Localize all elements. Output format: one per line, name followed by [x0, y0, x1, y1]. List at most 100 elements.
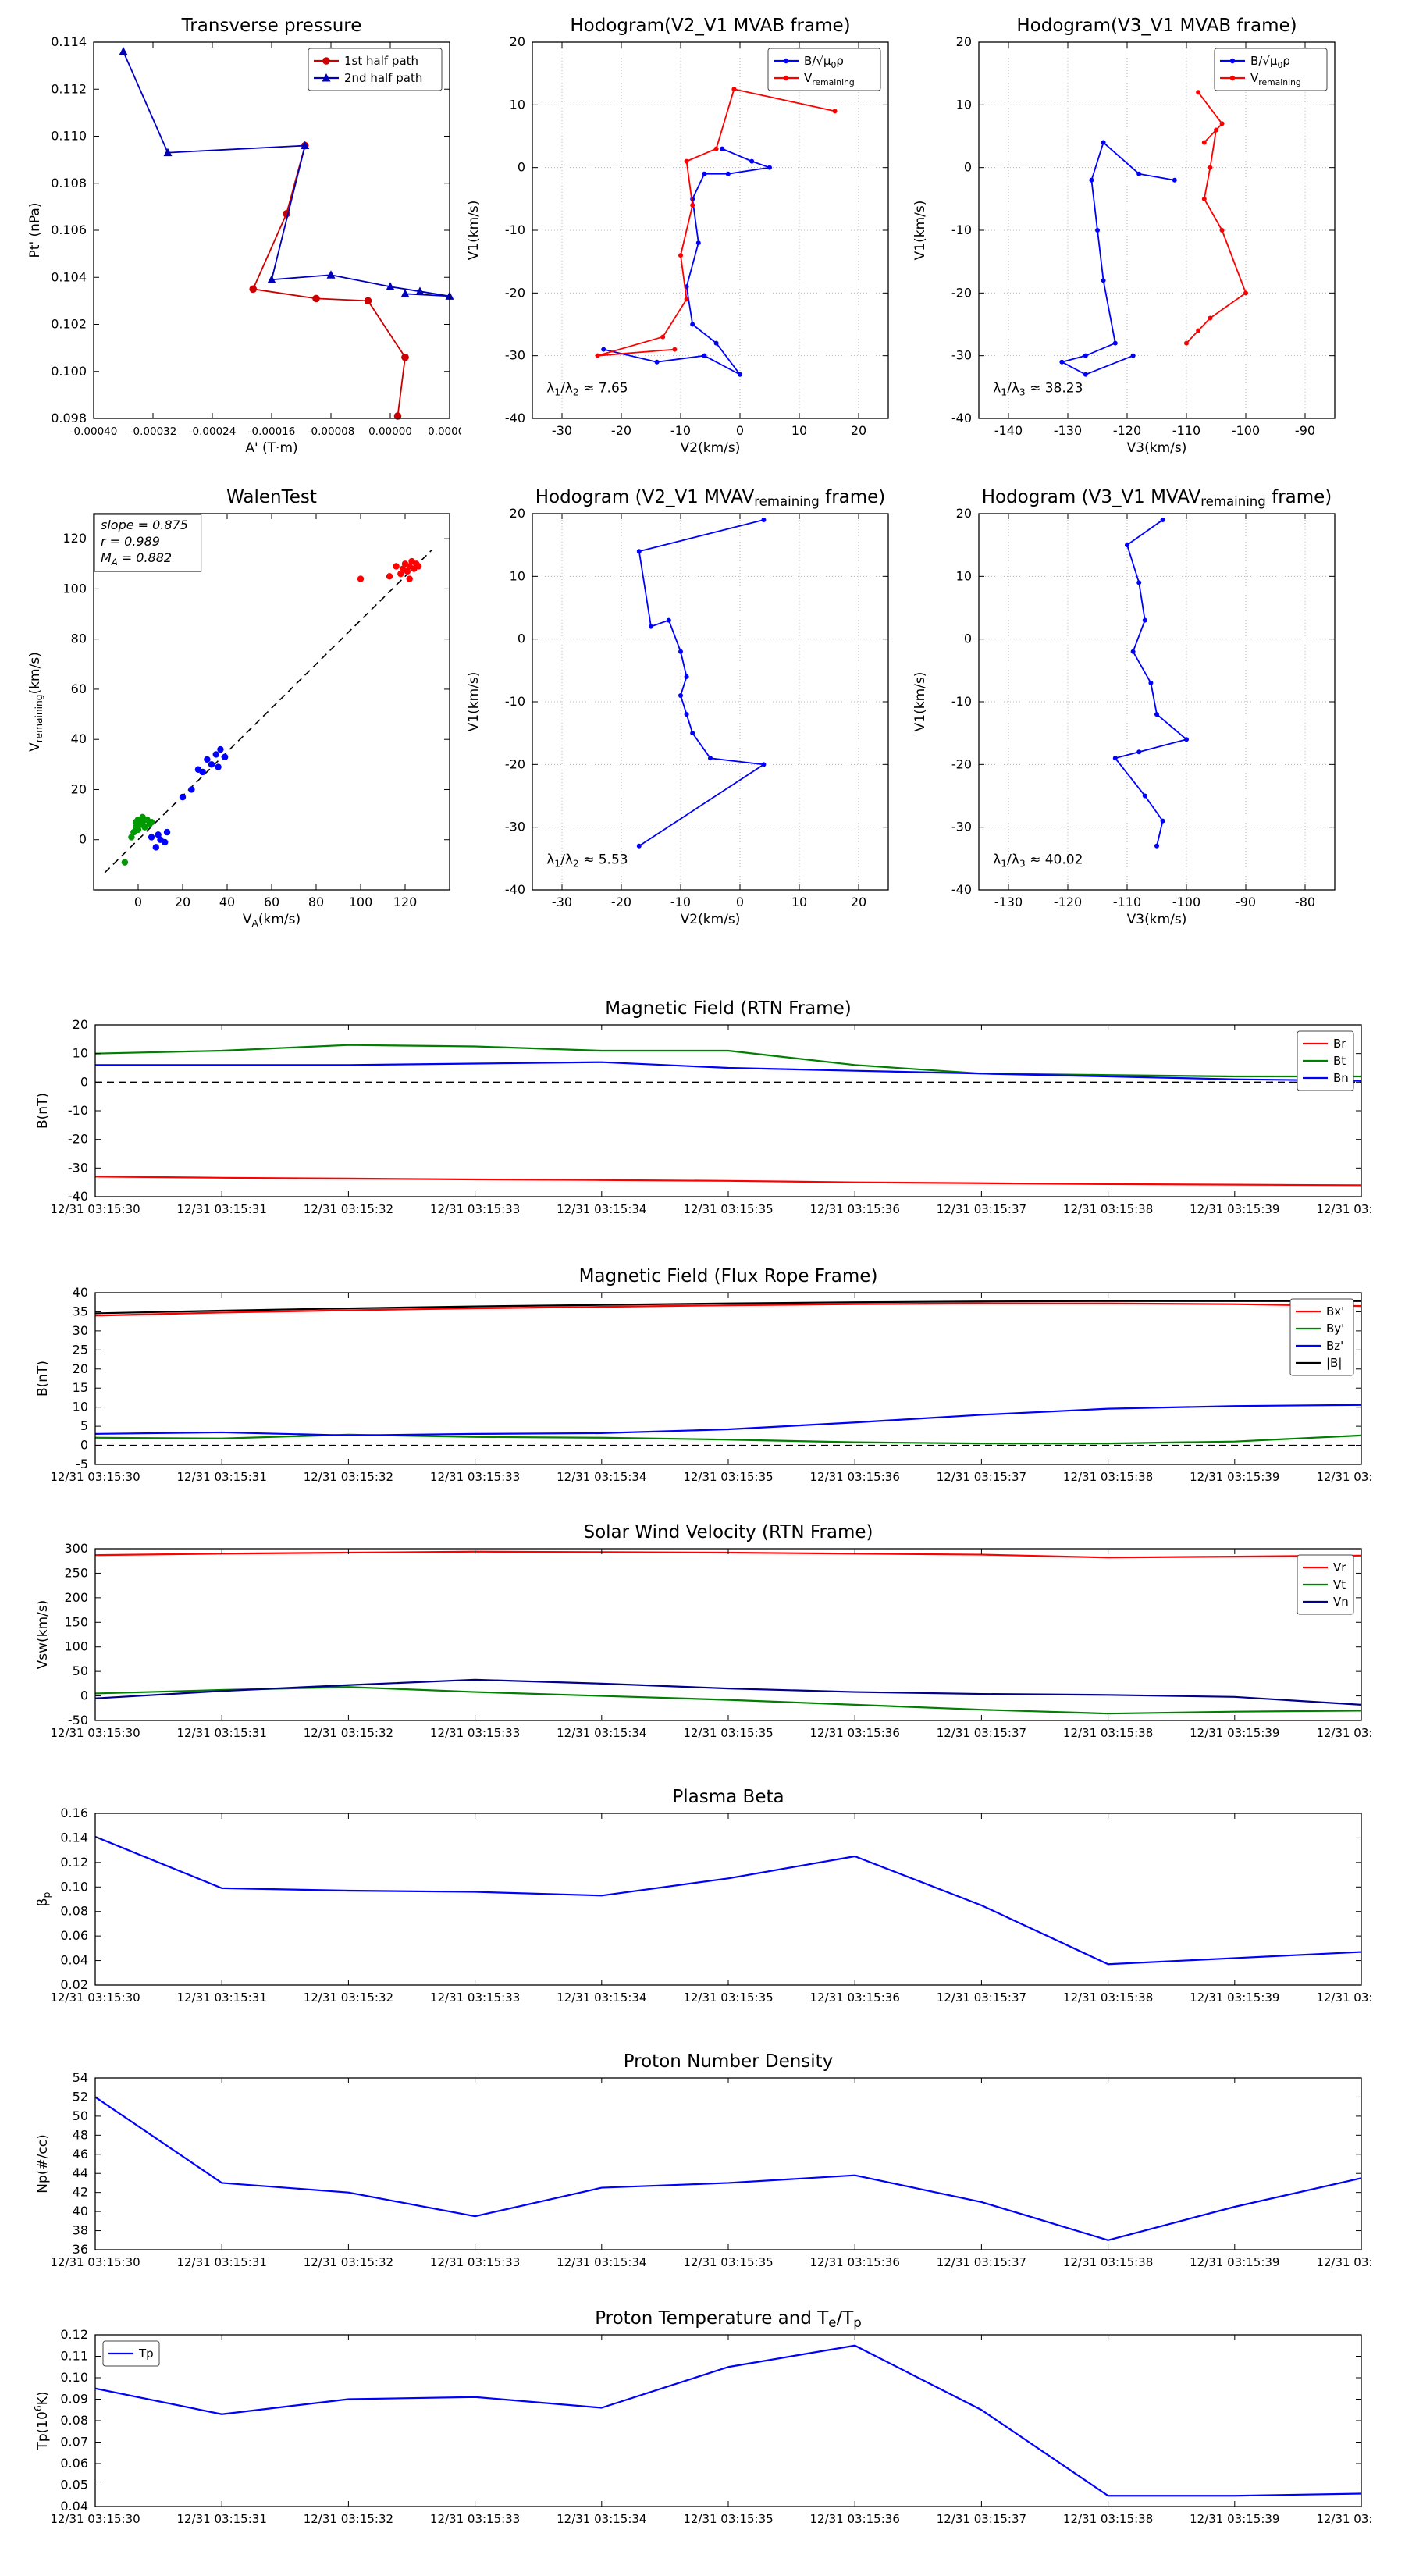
svg-text:120: 120 [393, 895, 418, 909]
svg-text:Vremaining: Vremaining [804, 71, 855, 87]
svg-text:B/√μ0ρ: B/√μ0ρ [1250, 54, 1290, 70]
svg-text:-80: -80 [1295, 895, 1315, 909]
svg-text:-30: -30 [951, 348, 972, 363]
svg-text:V3(km/s): V3(km/s) [1127, 912, 1187, 927]
svg-text:52: 52 [73, 2089, 88, 2104]
svg-text:100: 100 [349, 895, 373, 909]
svg-text:12/31 03:15:32: 12/31 03:15:32 [304, 1726, 393, 1740]
svg-text:0.10: 0.10 [60, 2370, 88, 2385]
svg-text:-40: -40 [951, 411, 972, 425]
svg-text:-30: -30 [552, 895, 572, 909]
plasma-beta-chart: 12/31 03:15:30 12/31 03:15:31 12/31 03:15:… [35, 1787, 1374, 2005]
svg-text:12/31 03:15:36: 12/31 03:15:36 [810, 2255, 900, 2269]
svg-text:40: 40 [73, 2204, 88, 2218]
svg-text:V1(km/s): V1(km/s) [466, 201, 482, 261]
svg-text:0.114: 0.114 [51, 34, 87, 49]
svg-text:12/31 03:15:34: 12/31 03:15:34 [557, 2512, 646, 2526]
svg-text:0: 0 [80, 1074, 88, 1089]
svg-text:20: 20 [73, 1361, 88, 1376]
svg-text:Br: Br [1333, 1037, 1346, 1051]
svg-text:2nd half path: 2nd half path [344, 71, 422, 85]
svg-text:λ1/λ3 ≈ 40.02: λ1/λ3 ≈ 40.02 [993, 852, 1083, 869]
svg-text:12/31 03:15:32: 12/31 03:15:32 [304, 2255, 393, 2269]
svg-text:Vremaining: Vremaining [1250, 71, 1301, 87]
svg-text:slope = 0.875: slope = 0.875 [101, 518, 188, 532]
svg-text:-120: -120 [1113, 423, 1141, 438]
svg-text:12/31 03:15:37: 12/31 03:15:37 [937, 2512, 1026, 2526]
magnetic-field-flux-rope-chart: 12/31 03:15:30 12/31 03:15:31 12/31 03:15:… [35, 1266, 1374, 1484]
svg-text:Solar Wind Velocity (RTN Frame: Solar Wind Velocity (RTN Frame) [583, 1522, 873, 1542]
svg-text:12/31 03:15:37: 12/31 03:15:37 [937, 1470, 1026, 1484]
svg-text:-0.00024: -0.00024 [189, 425, 237, 438]
svg-text:-120: -120 [1054, 895, 1082, 909]
svg-text:60: 60 [71, 681, 87, 696]
svg-text:12/31 03:15:40: 12/31 03:15:40 [1316, 2255, 1374, 2269]
svg-text:12/31 03:15:36: 12/31 03:15:36 [810, 1991, 900, 2005]
svg-text:12/31 03:15:35: 12/31 03:15:35 [683, 1202, 773, 1216]
transverse-pressure-chart: -0.00040 -0.00032 -0.00024 -0.00016 -0.00008… [27, 16, 461, 456]
svg-text:5: 5 [80, 1418, 88, 1433]
svg-text:40: 40 [71, 731, 87, 746]
solar-wind-velocity-chart: 12/31 03:15:30 12/31 03:15:31 12/31 03:15:… [35, 1522, 1374, 1740]
svg-text:V1(km/s): V1(km/s) [912, 201, 928, 261]
svg-text:Bz': Bz' [1326, 1339, 1343, 1353]
svg-text:Np(#/cc): Np(#/cc) [35, 2134, 51, 2193]
svg-text:-30: -30 [505, 348, 525, 363]
panel-hodogram-v2v1-mvav: -30 -20 -10 0 10 20 -40 -30 -20 -10 0 10 20 Hodogram … [462, 478, 899, 930]
svg-text:12/31 03:15:34: 12/31 03:15:34 [557, 1991, 646, 2005]
svg-text:0.05: 0.05 [60, 2478, 88, 2492]
svg-text:20: 20 [73, 1017, 88, 1032]
svg-text:Tp: Tp [138, 2347, 154, 2361]
svg-text:-0.00016: -0.00016 [248, 425, 296, 438]
svg-text:-100: -100 [1172, 895, 1200, 909]
svg-text:12/31 03:15:30: 12/31 03:15:30 [50, 2255, 140, 2269]
svg-text:20: 20 [956, 34, 972, 49]
svg-text:12/31 03:15:35: 12/31 03:15:35 [683, 1991, 773, 2005]
svg-text:50: 50 [73, 2108, 88, 2123]
svg-text:12/31 03:15:36: 12/31 03:15:36 [810, 1470, 900, 1484]
svg-text:0.104: 0.104 [51, 269, 87, 284]
svg-text:12/31 03:15:40: 12/31 03:15:40 [1316, 1202, 1374, 1216]
svg-text:100: 100 [64, 1639, 88, 1654]
svg-text:12/31 03:15:36: 12/31 03:15:36 [810, 2512, 900, 2526]
svg-text:12/31 03:15:39: 12/31 03:15:39 [1190, 1726, 1279, 1740]
svg-text:0.098: 0.098 [51, 411, 87, 425]
svg-text:V2(km/s): V2(km/s) [681, 440, 741, 456]
svg-text:0: 0 [736, 895, 744, 909]
svg-text:Hodogram(V3_V1 MVAB frame): Hodogram(V3_V1 MVAB frame) [1016, 16, 1297, 36]
panel-solar-wind-velocity: 12/31 03:15:30 12/31 03:15:31 12/31 03:15:… [31, 1514, 1374, 1749]
svg-text:120: 120 [62, 531, 87, 546]
svg-text:0.16: 0.16 [60, 1806, 88, 1820]
svg-text:40: 40 [219, 895, 235, 909]
svg-text:-0.00032: -0.00032 [130, 425, 177, 438]
svg-text:-10: -10 [505, 694, 525, 709]
svg-text:12/31 03:15:33: 12/31 03:15:33 [430, 1470, 520, 1484]
svg-text:λ1/λ2 ≈ 5.53: λ1/λ2 ≈ 5.53 [546, 852, 628, 869]
svg-text:12/31 03:15:32: 12/31 03:15:32 [304, 1202, 393, 1216]
panel-magnetic-field-rtn: 12/31 03:15:30 12/31 03:15:31 12/31 03:15:… [31, 991, 1374, 1225]
svg-text:-10: -10 [951, 694, 972, 709]
svg-text:100: 100 [62, 581, 87, 596]
svg-text:V3(km/s): V3(km/s) [1127, 440, 1187, 456]
svg-text:10: 10 [956, 568, 972, 583]
svg-text:35: 35 [73, 1304, 88, 1318]
svg-text:12/31 03:15:32: 12/31 03:15:32 [304, 1991, 393, 2005]
svg-text:12/31 03:15:33: 12/31 03:15:33 [430, 1202, 520, 1216]
panel-magnetic-field-flux-rope: 12/31 03:15:30 12/31 03:15:31 12/31 03:15:… [31, 1258, 1374, 1493]
svg-text:46: 46 [73, 2147, 88, 2161]
svg-text:12/31 03:15:37: 12/31 03:15:37 [937, 2255, 1026, 2269]
svg-text:12/31 03:15:34: 12/31 03:15:34 [557, 1470, 646, 1484]
svg-text:12/31 03:15:31: 12/31 03:15:31 [177, 2512, 267, 2526]
svg-text:200: 200 [64, 1590, 88, 1605]
svg-text:-20: -20 [951, 285, 972, 300]
svg-text:Vsw(km/s): Vsw(km/s) [35, 1600, 51, 1670]
svg-text:βp: βp [35, 1891, 52, 1906]
svg-text:20: 20 [71, 781, 87, 796]
svg-text:Bt: Bt [1333, 1054, 1346, 1068]
svg-text:0.00000: 0.00000 [368, 425, 412, 438]
svg-text:10: 10 [956, 97, 972, 112]
svg-text:0.10: 0.10 [60, 1879, 88, 1894]
svg-text:-20: -20 [611, 423, 631, 438]
svg-text:Vremaining(km/s): Vremaining(km/s) [27, 652, 44, 752]
panel-hodogram-v2v1-mvab: -30 -20 -10 0 10 20 -40 -30 -20 -10 0 10 20 Hodogram(… [462, 6, 899, 459]
